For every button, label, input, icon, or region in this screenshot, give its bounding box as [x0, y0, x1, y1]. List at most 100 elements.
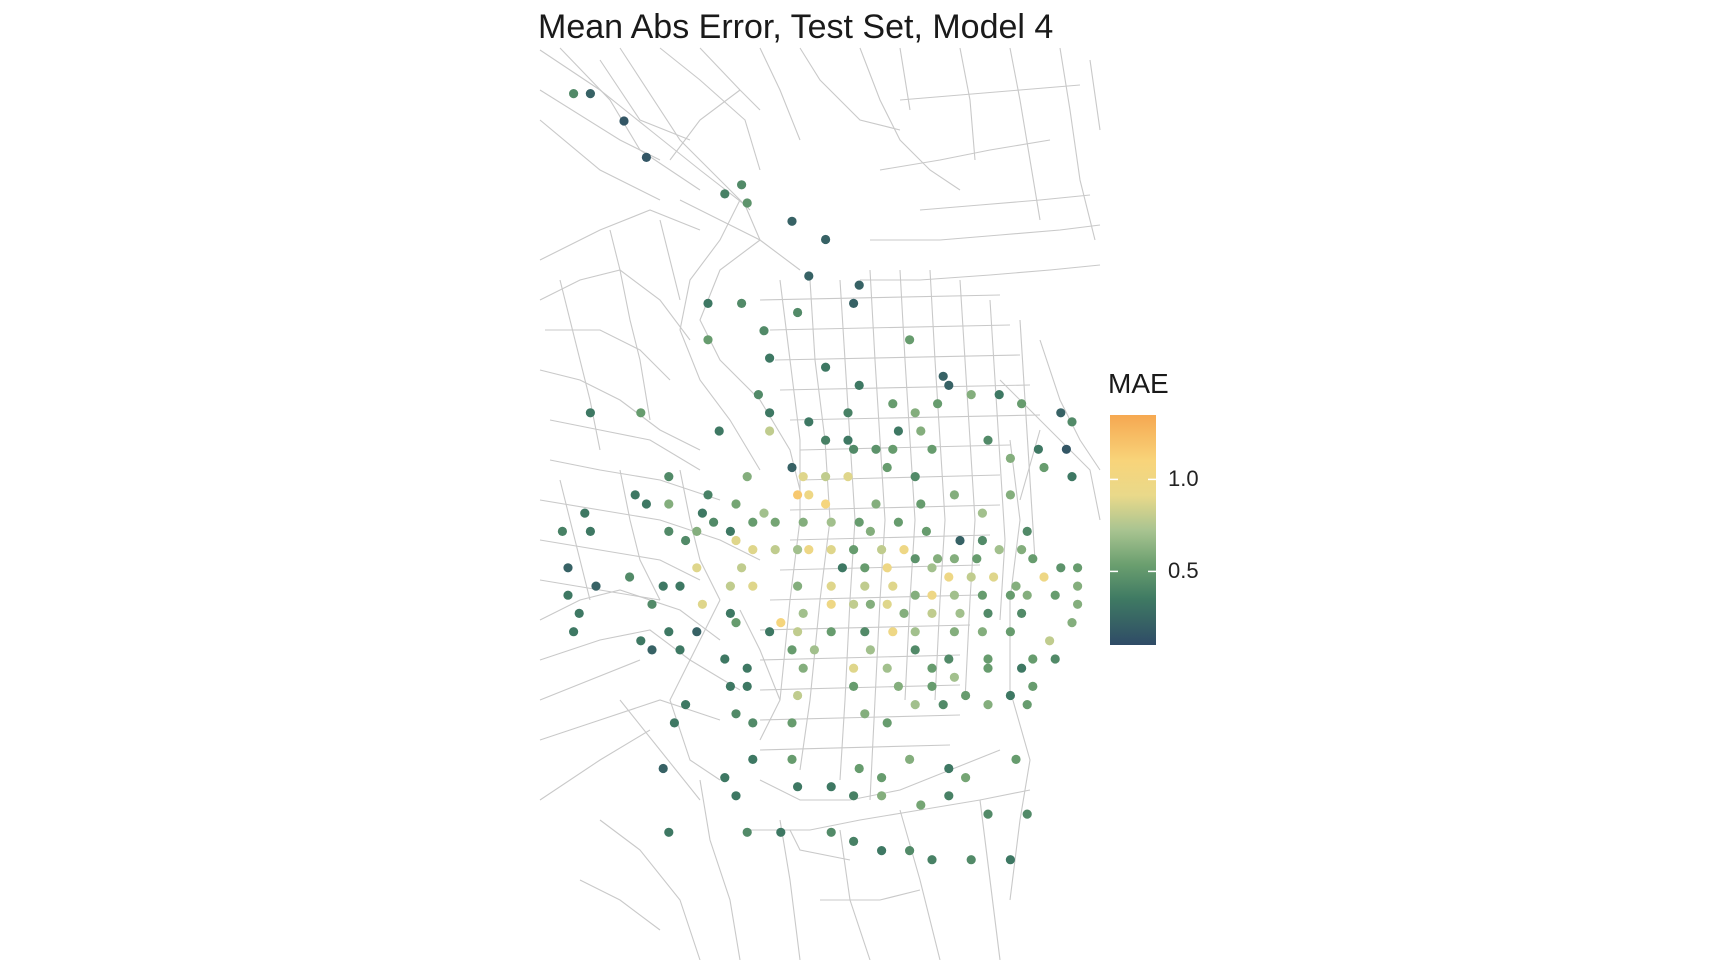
mae-point	[893, 426, 904, 436]
mae-point	[748, 718, 758, 728]
mae-point	[737, 563, 747, 573]
mae-point	[944, 380, 954, 390]
mae-point	[1005, 627, 1016, 637]
mae-point	[809, 645, 820, 655]
mae-point	[843, 435, 853, 445]
mae-point	[888, 399, 898, 409]
mae-point	[1022, 809, 1032, 819]
mae-point	[983, 435, 993, 445]
mae-point	[804, 490, 814, 500]
mae-point	[910, 590, 920, 600]
mae-point	[580, 508, 590, 518]
mae-point	[714, 426, 724, 436]
mae-point	[933, 399, 943, 409]
mae-point	[821, 472, 831, 482]
mae-point	[1017, 399, 1027, 409]
mae-point	[720, 189, 730, 199]
mae-point	[1022, 700, 1032, 710]
mae-point	[1067, 417, 1077, 427]
mae-point	[630, 490, 640, 500]
mae-point	[983, 608, 993, 619]
mae-point	[731, 709, 741, 719]
mae-point	[731, 618, 741, 628]
mae-point	[826, 782, 836, 792]
mae-point	[949, 627, 960, 637]
mae-point	[826, 517, 836, 527]
mae-point	[877, 773, 887, 783]
mae-point	[647, 645, 657, 655]
mae-point	[625, 572, 635, 582]
mae-point	[569, 627, 579, 637]
mae-point	[1005, 855, 1016, 865]
mae-point	[804, 417, 814, 427]
mae-point	[860, 581, 870, 591]
mae-point	[849, 545, 859, 555]
mae-point	[731, 535, 741, 546]
mae-point	[692, 627, 702, 637]
mae-point	[585, 408, 596, 418]
mae-point	[681, 535, 691, 546]
mae-point	[725, 608, 736, 619]
mae-point	[681, 700, 691, 710]
mae-point	[748, 754, 758, 765]
mae-point	[1056, 408, 1066, 418]
mae-point	[1067, 618, 1077, 628]
legend-ticks	[1110, 478, 1156, 573]
mae-point	[664, 526, 674, 537]
mae-point	[882, 599, 892, 609]
mae-point	[664, 627, 674, 637]
mae-point	[1050, 590, 1060, 600]
mae-point	[944, 654, 954, 664]
mae-point	[955, 535, 965, 546]
mae-point	[697, 508, 708, 518]
mae-point	[798, 663, 808, 673]
mae-point	[927, 608, 937, 619]
mae-point	[849, 599, 859, 609]
mae-point	[854, 280, 864, 290]
mae-point	[977, 590, 988, 600]
legend-tick-label-low: 0.5	[1168, 558, 1199, 584]
mae-point	[787, 718, 797, 728]
mae-point	[877, 791, 887, 801]
mae-point	[563, 590, 573, 600]
mae-point	[725, 681, 736, 692]
mae-point	[1067, 472, 1077, 482]
mae-point	[675, 645, 685, 655]
mae-point	[765, 408, 775, 418]
mae-point	[1005, 453, 1016, 463]
mae-point	[826, 627, 836, 637]
mae-point	[742, 681, 752, 692]
mae-point	[703, 490, 713, 500]
mae-point	[854, 517, 864, 527]
mae-point	[658, 581, 668, 591]
mae-point	[585, 89, 596, 99]
mae-point	[776, 618, 786, 628]
mae-point	[916, 800, 926, 810]
mae-point	[787, 216, 797, 226]
mae-point	[910, 645, 920, 655]
mae-point	[944, 572, 954, 582]
mae-point	[983, 654, 993, 664]
mae-point	[888, 581, 898, 591]
mae-point	[793, 307, 803, 318]
mae-point	[849, 836, 859, 847]
mae-point	[658, 763, 668, 774]
mae-point	[910, 472, 920, 482]
mae-point	[983, 700, 993, 710]
mae-point	[821, 435, 831, 445]
mae-point	[731, 791, 741, 801]
mae-point	[949, 554, 960, 564]
mae-point	[961, 773, 971, 783]
mae-point	[849, 444, 859, 454]
mae-point	[1028, 654, 1038, 664]
mae-point	[821, 362, 831, 372]
mae-point	[966, 390, 976, 400]
mae-point	[994, 545, 1004, 555]
mae-point	[837, 563, 848, 573]
mae-point	[619, 116, 629, 126]
mae-point	[748, 517, 758, 527]
mae-point	[882, 563, 892, 573]
mae-point	[905, 335, 915, 345]
mae-point	[793, 627, 803, 637]
